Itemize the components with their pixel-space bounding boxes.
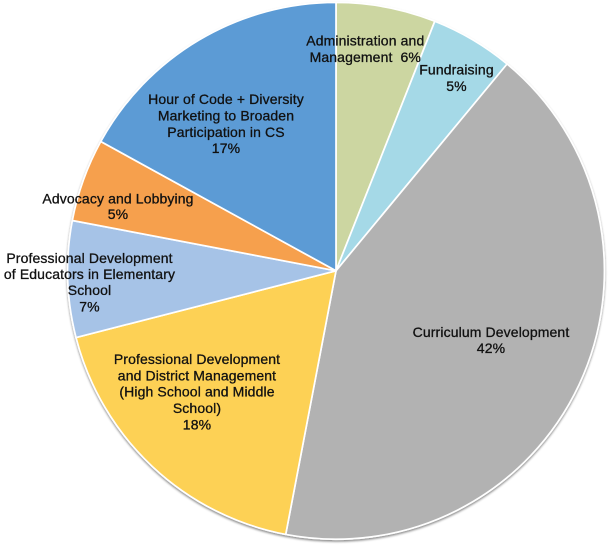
svg-text:and District Management: and District Management	[118, 367, 276, 383]
svg-text:7%: 7%	[79, 298, 99, 314]
svg-text:42%: 42%	[477, 340, 505, 356]
svg-text:Participation in CS: Participation in CS	[167, 124, 284, 140]
svg-text:Advocacy and Lobbying: Advocacy and Lobbying	[42, 190, 193, 206]
svg-text:17%: 17%	[212, 140, 240, 156]
svg-text:School: School	[68, 282, 112, 298]
svg-text:Hour of Code + Diversity: Hour of Code + Diversity	[148, 91, 304, 107]
svg-text:Professional Development: Professional Development	[6, 250, 172, 266]
svg-text:School): School)	[173, 400, 221, 416]
svg-text:Management 6%: Management 6%	[310, 49, 421, 65]
svg-text:5%: 5%	[108, 206, 128, 222]
svg-text:of Educators in Elementary: of Educators in Elementary	[4, 266, 175, 282]
svg-text:(High School and Middle: (High School and Middle	[119, 384, 274, 400]
svg-text:5%: 5%	[446, 78, 466, 94]
svg-text:Fundraising: Fundraising	[419, 62, 493, 78]
svg-text:Marketing to Broaden: Marketing to Broaden	[158, 107, 294, 123]
svg-text:Administration and: Administration and	[306, 33, 424, 49]
svg-text:Curriculum Development: Curriculum Development	[413, 324, 570, 340]
svg-text:Professional Development: Professional Development	[114, 351, 280, 367]
svg-text:18%: 18%	[183, 416, 211, 432]
